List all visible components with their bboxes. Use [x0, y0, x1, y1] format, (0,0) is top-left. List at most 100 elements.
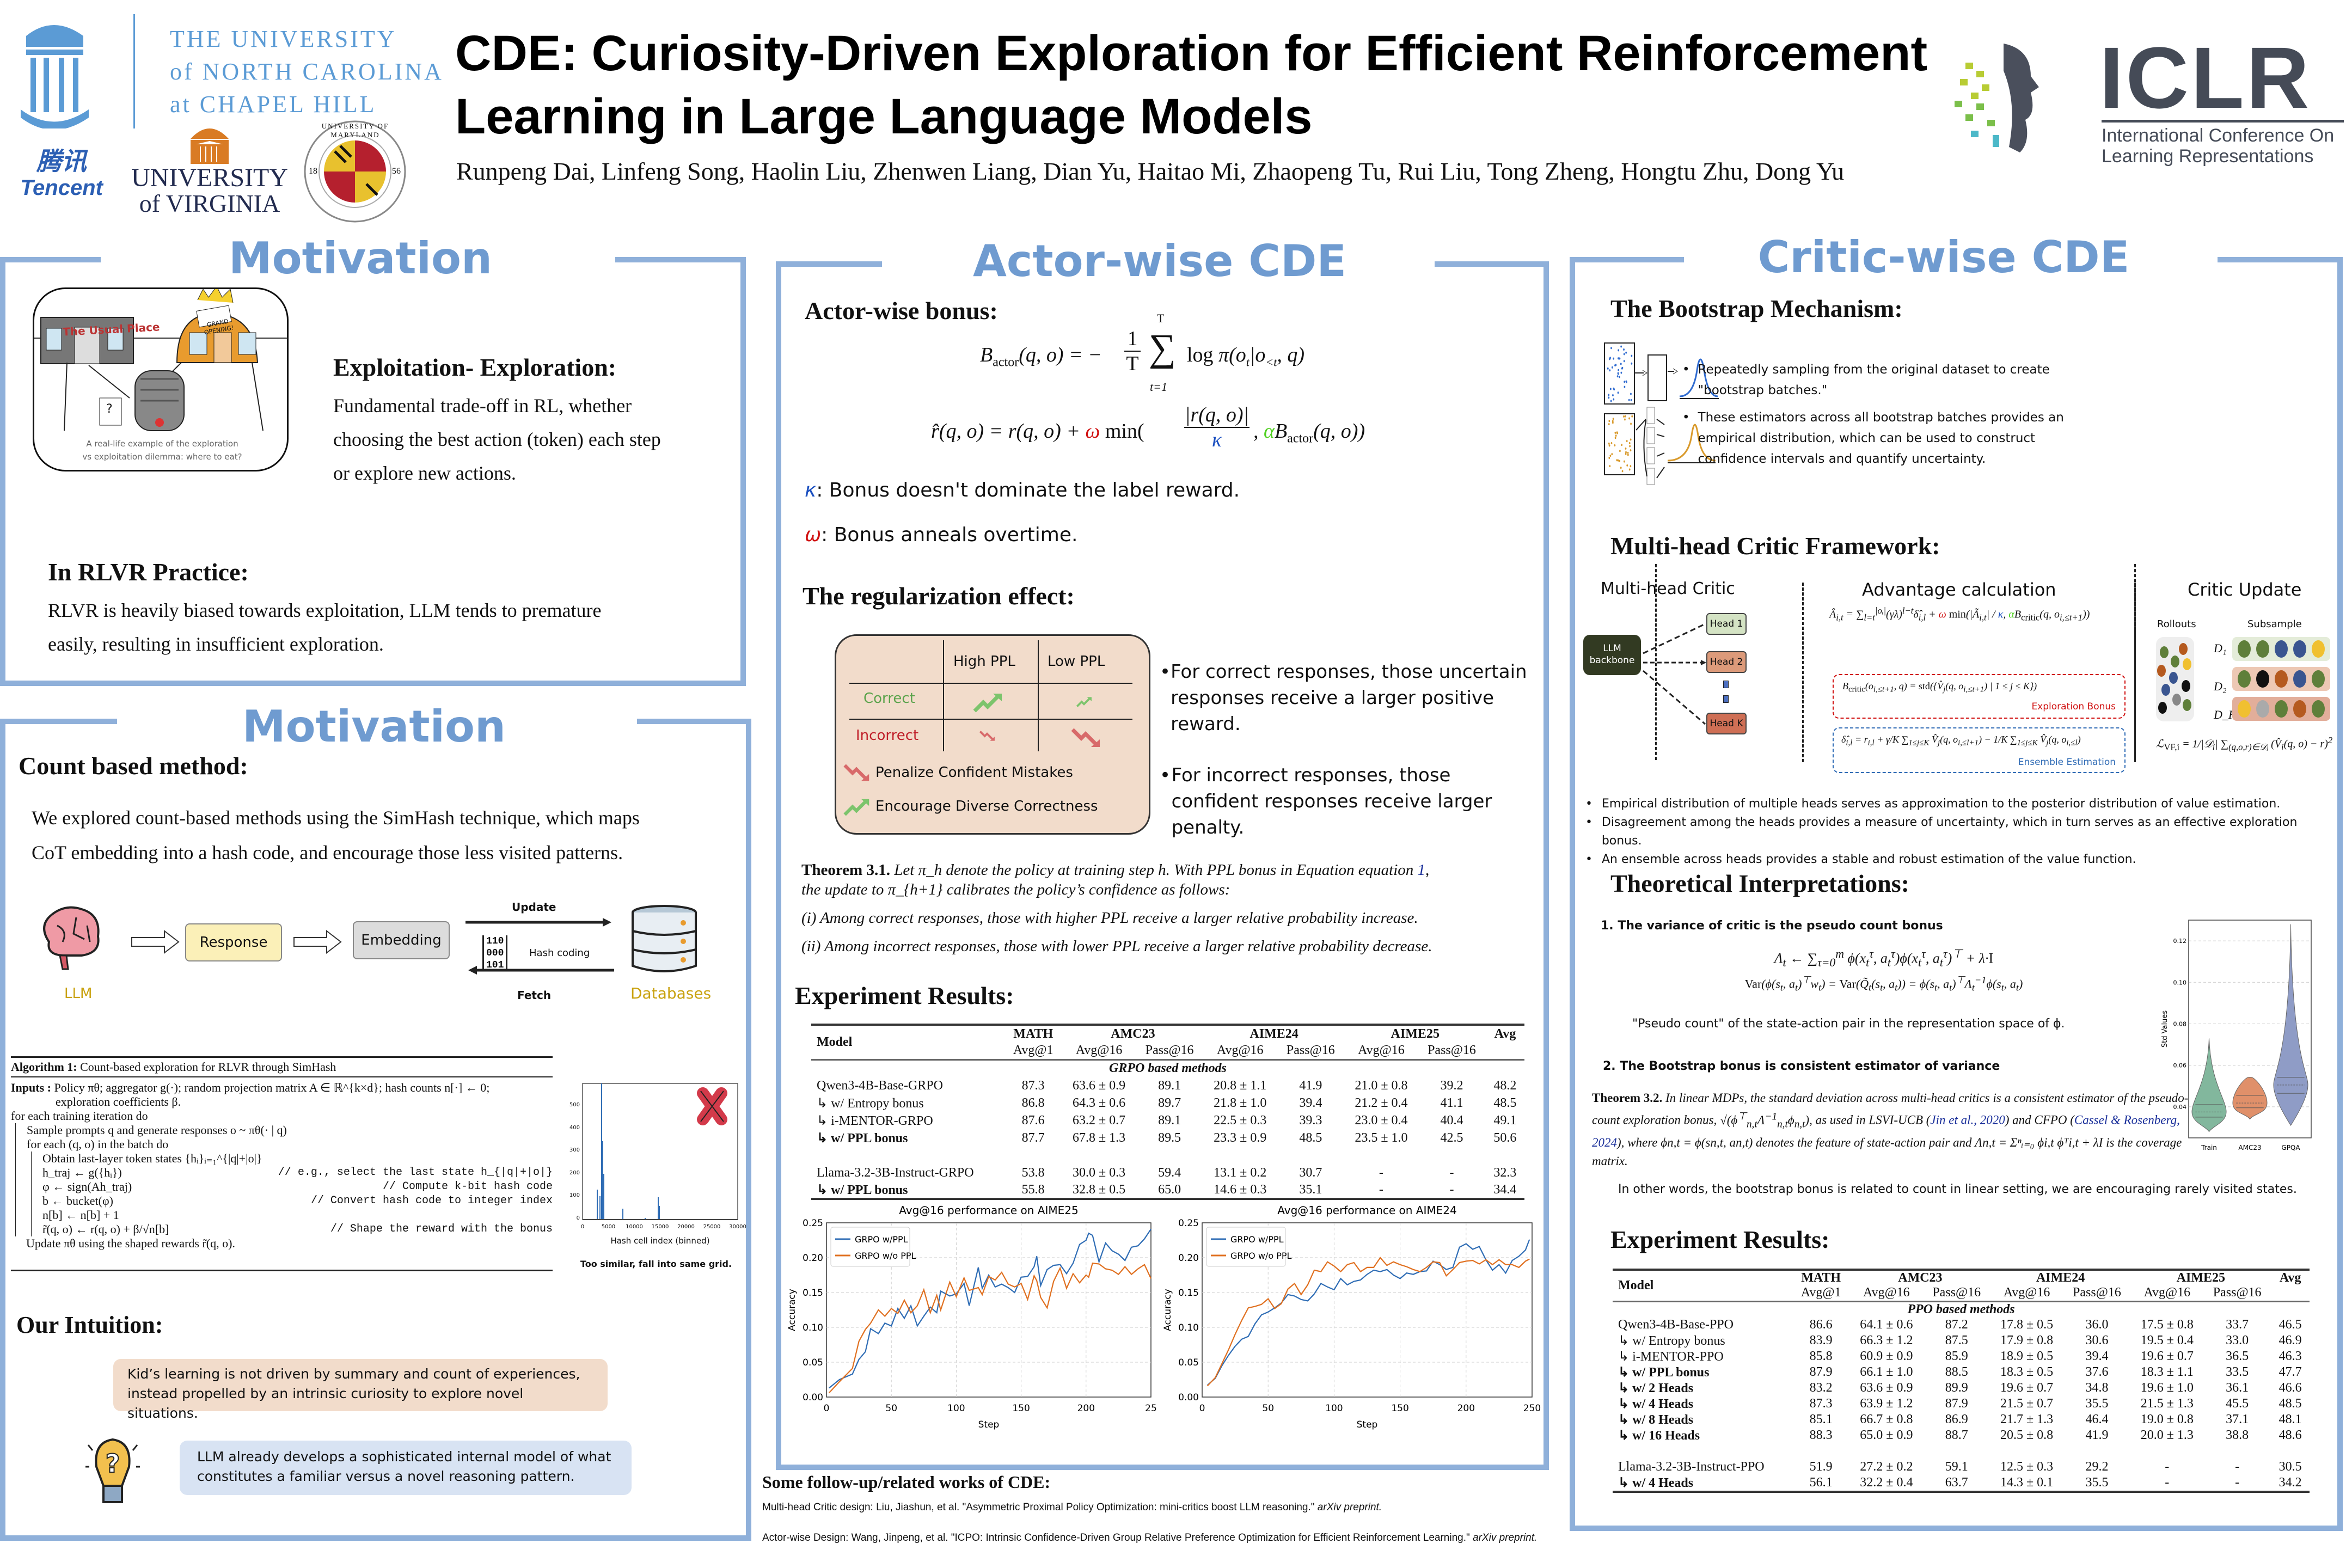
row-value: 64.3 ± 0.6: [1073, 1095, 1126, 1110]
row-value: 47.7: [2278, 1365, 2302, 1379]
theorem-text: ), where ϕn,t = ϕ(sn,t, an,t) denotes th…: [1592, 1136, 2182, 1168]
critic-loss-formula: ℒVF,i = 1/|𝒟i| ∑(q,o,r)∈𝒟ᵢ (V̂i(q, o) − …: [2156, 735, 2333, 752]
row-model: ↳ w/ PPL bonus: [817, 1131, 908, 1146]
algo-line: Update πθ using the shaped rewards r̃(q,…: [26, 1236, 235, 1250]
motivation-title-1: Motivation: [229, 233, 492, 284]
y-tick-label: 0.06: [2173, 1062, 2187, 1069]
followup-heading: Some follow-up/related works of CDE:: [762, 1472, 1051, 1492]
row-value: 21.5 ± 0.7: [2000, 1396, 2054, 1411]
ref-text: Actor-wise Design: Wang, Jinpeng, et al.…: [762, 1532, 1470, 1543]
legend-penalize: Penalize Confident Mistakes: [875, 764, 1073, 781]
row-model: ↳ w/ Entropy bonus: [1618, 1334, 1725, 1348]
sample-dot: [1625, 451, 1627, 454]
row-value: 21.8 ± 1.0: [1214, 1095, 1267, 1110]
row-value: 88.3: [1809, 1428, 1833, 1442]
subsample-batches: [2232, 637, 2330, 721]
y-tick-label: 0.25: [1178, 1218, 1199, 1229]
chart-title: Avg@16 performance on AIME25: [899, 1204, 1078, 1217]
aime25-line-chart: Avg@16 performance on AIME25 0.00 0.05 0.10…: [787, 1204, 1157, 1430]
theorem-text: In linear MDPs, the standard deviation a…: [1592, 1091, 2189, 1127]
row-value: 20.8 ± 1.1: [1214, 1078, 1267, 1093]
sample-dot: [1630, 399, 1632, 401]
row-model: ↳ w/ 8 Heads: [1618, 1413, 1694, 1427]
row-value: 48.5: [1493, 1095, 1517, 1110]
sample-dot: [1610, 400, 1612, 402]
cartoon-caption: A real-life example of the exploration v…: [34, 437, 287, 463]
subsample-dot: [2312, 670, 2325, 688]
sample-dot: [1623, 348, 1625, 351]
row-value: 19.6 ± 0.7: [2000, 1381, 2054, 1395]
theorem-label: Theorem 3.2.: [1592, 1091, 1663, 1105]
x-tick-label: 200: [1077, 1403, 1095, 1414]
sample-dot: [1614, 431, 1616, 434]
hist-xlabel: Hash cell index (binned): [610, 1236, 710, 1246]
sample-dot: [1624, 385, 1626, 388]
sample-dot: [1616, 431, 1618, 434]
subsample-dot: [2238, 700, 2251, 718]
theorem-ref-link[interactable]: 1: [1417, 861, 1426, 879]
row-value: 87.7: [1021, 1130, 1045, 1145]
ref-jin-link[interactable]: Jin et al., 2020: [1930, 1113, 2005, 1127]
head-box: Head K: [1706, 713, 1747, 734]
row-value: 40.4: [1440, 1113, 1463, 1128]
row-value: 65.0 ± 0.9: [1860, 1428, 1913, 1442]
sample-dot: [1613, 357, 1615, 360]
table-row: ↳ w/ 8 Heads 85.1 66.7 ± 0.8 86.9 21.7 ± 1.3…: [1613, 1412, 2310, 1428]
response-box: Response: [185, 923, 282, 961]
row-value: 48.5: [2278, 1396, 2302, 1411]
row-value: 63.6 ± 0.9: [1073, 1078, 1126, 1093]
row-value: 53.8: [1021, 1165, 1045, 1180]
row-value: 89.1: [1158, 1113, 1181, 1128]
table-row: ↳ i-MENTOR-PPO 85.8 60.9 ± 0.9 85.9 18.9 ± 0…: [1613, 1349, 2310, 1364]
row-model: Qwen3-4B-Base-GRPO: [817, 1078, 943, 1093]
trend-up-legend-icon: [843, 799, 869, 816]
subsample-dot: [2275, 640, 2288, 658]
row-value: 20.0 ± 1.3: [2140, 1428, 2194, 1442]
row-value: -: [1379, 1182, 1383, 1197]
row-value: 50.6: [1493, 1130, 1517, 1145]
subsample-dot: [2256, 640, 2269, 658]
row-incorrect: Incorrect: [856, 727, 919, 744]
legend-box: [1206, 1227, 1286, 1267]
row-value: 35.1: [1299, 1182, 1322, 1197]
backbone-line: backbone: [1589, 655, 1635, 666]
rlvr-heading: In RLVR Practice:: [48, 558, 249, 586]
row-value: 60.9 ± 0.9: [1860, 1349, 1913, 1363]
intuition-box-llm: LLM already develops a sophisticated int…: [180, 1441, 632, 1495]
row-value: 19.6 ± 0.7: [2140, 1349, 2194, 1363]
unc-line3: at CHAPEL HILL: [170, 91, 377, 118]
sample-dot: [1619, 450, 1621, 452]
hist-ytick: 300: [569, 1147, 580, 1154]
row-value: 46.5: [2278, 1318, 2302, 1332]
sample-dot: [1626, 440, 1628, 443]
ref-cassel-link[interactable]: Cassel & Rosenberg, 2024: [1592, 1113, 2180, 1150]
col-header: MATH: [1013, 1026, 1054, 1041]
x-tick-label: 50: [885, 1403, 897, 1414]
iclr-sub1: International Conference On: [2102, 125, 2335, 146]
y-tick-label: 0.08: [2173, 1020, 2187, 1027]
hash-coding-label: Hash coding: [529, 947, 590, 959]
sample-dot: [1628, 399, 1630, 401]
row-value: 23.3 ± 0.9: [1214, 1130, 1267, 1145]
reg-heading: The regularization effect:: [803, 582, 1075, 610]
sample-dot: [1617, 372, 1619, 375]
trend-up-large-icon: [973, 694, 1002, 713]
row-model: ↳ i-MENTOR-PPO: [1618, 1350, 1724, 1364]
row-value: -: [1379, 1165, 1383, 1180]
row-value: 19.0 ± 0.8: [2140, 1412, 2194, 1426]
multihead-diagram: Multi-head Critic Advantage calculation …: [1573, 561, 2347, 779]
col-header: MATH: [1801, 1271, 1841, 1285]
count-line: CoT embedding into a hash code, and enco…: [32, 842, 623, 863]
row-value: 21.5 ± 1.3: [2140, 1396, 2194, 1411]
sample-dot: [1630, 438, 1632, 441]
head-box: Head 2: [1706, 651, 1747, 673]
sub-header: Avg@16: [1863, 1285, 1910, 1300]
sample-dot: [1617, 391, 1619, 394]
table-row: ↳ w/ PPL bonus 55.8 32.8 ± 0.5 65.0 14.6 ± 0…: [811, 1181, 1524, 1199]
pseudo-count-note: "Pseudo count" of the state-action pair …: [1632, 1017, 2065, 1031]
kappa-note: κ: Bonus doesn't dominate the label rewa…: [805, 479, 1240, 501]
algo-line: b ← bucket(φ): [42, 1194, 113, 1208]
row-value: 17.5 ± 0.8: [2140, 1318, 2194, 1332]
subsample-dot: [2256, 700, 2269, 718]
sample-dot: [1616, 375, 1619, 378]
